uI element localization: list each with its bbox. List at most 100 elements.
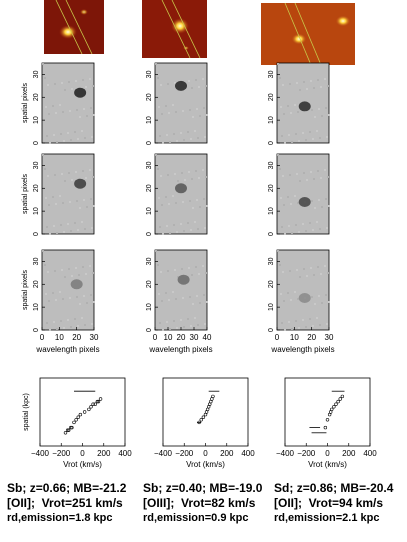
data-point bbox=[201, 415, 206, 419]
noise-pixel bbox=[311, 109, 313, 111]
x-tick-label: 400 bbox=[363, 449, 377, 458]
caption-line-3: rd,emission=1.8 kpc bbox=[7, 512, 113, 524]
plot-frame bbox=[162, 377, 249, 447]
noise-pixel bbox=[93, 205, 95, 207]
noise-pixel bbox=[320, 86, 322, 88]
x-tick-label: 0 bbox=[153, 333, 158, 342]
noise-pixel bbox=[196, 199, 198, 201]
noise-pixel bbox=[189, 200, 191, 202]
panel-frame bbox=[276, 153, 330, 235]
y-tick-label: 30 bbox=[146, 257, 153, 265]
noise-pixel bbox=[45, 106, 47, 108]
spectrum-panel-r2-c2: 0 10 20 30 bbox=[146, 153, 208, 236]
noise-pixel bbox=[202, 169, 204, 171]
x-tick-label: 20 bbox=[307, 333, 316, 342]
noise-pixel bbox=[290, 112, 292, 114]
noise-pixel bbox=[92, 176, 94, 178]
noise-pixel bbox=[79, 303, 81, 305]
x-tick-label: 0 bbox=[325, 449, 330, 458]
noise-pixel bbox=[53, 321, 55, 323]
noise-pixel bbox=[176, 231, 178, 233]
spectrum-panel-r3-c2: 0 10 20 30 0 10 20 30 40 wavelength pixels bbox=[146, 249, 213, 354]
noise-pixel bbox=[162, 329, 164, 331]
emission-blob bbox=[70, 279, 83, 290]
noise-pixel bbox=[174, 82, 176, 84]
noise-pixel bbox=[155, 63, 157, 65]
spectrum-panel-r2-c1: 0 10 20 30 spatial pixels bbox=[22, 153, 95, 236]
noise-pixel bbox=[47, 271, 49, 273]
noise-pixel bbox=[62, 111, 64, 113]
noise-pixel bbox=[168, 112, 170, 114]
noise-pixel bbox=[55, 203, 57, 205]
caption-col-3: Sd; z=0.86; MB=-20.4 [OII]; Vrot=94 km/s… bbox=[274, 481, 393, 526]
noise-pixel bbox=[161, 113, 163, 115]
noise-pixel bbox=[206, 205, 208, 207]
emission-blob bbox=[175, 183, 187, 194]
y-tick-label: 20 bbox=[146, 93, 153, 101]
noise-pixel bbox=[284, 329, 286, 331]
x-tick-label: −200 bbox=[175, 449, 194, 458]
noise-pixel bbox=[328, 205, 330, 207]
noise-pixel bbox=[188, 80, 190, 82]
noise-pixel bbox=[195, 266, 197, 268]
noise-pixel bbox=[44, 168, 46, 170]
noise-pixel bbox=[157, 264, 159, 266]
noise-pixel bbox=[296, 269, 298, 271]
noise-pixel bbox=[89, 78, 91, 80]
noise-pixel bbox=[159, 226, 161, 228]
noise-pixel bbox=[172, 104, 174, 106]
y-tick-label: 30 bbox=[33, 257, 40, 265]
noise-pixel bbox=[56, 232, 58, 234]
noise-pixel bbox=[165, 105, 167, 107]
noise-pixel bbox=[60, 224, 62, 226]
noise-pixel bbox=[174, 269, 176, 271]
noise-pixel bbox=[173, 133, 175, 135]
noise-pixel bbox=[158, 293, 160, 295]
noise-pixel bbox=[206, 114, 208, 116]
noise-pixel bbox=[305, 230, 307, 232]
noise-pixel bbox=[82, 170, 84, 172]
data-point bbox=[338, 397, 342, 401]
plot-frame bbox=[39, 377, 126, 447]
noise-pixel bbox=[157, 168, 159, 170]
noise-pixel bbox=[291, 141, 293, 143]
noise-pixel bbox=[183, 230, 185, 232]
noise-pixel bbox=[303, 81, 305, 83]
noise-pixel bbox=[90, 107, 92, 109]
noise-pixel bbox=[291, 232, 293, 234]
noise-pixel bbox=[160, 175, 162, 177]
noise-pixel bbox=[296, 82, 298, 84]
noise-pixel bbox=[302, 223, 304, 225]
x-tick-label: 20 bbox=[72, 333, 81, 342]
noise-pixel bbox=[306, 88, 308, 90]
rotation-curve-plot-3: −400 −200 0 200 400 Vrot (km/s) bbox=[276, 377, 377, 469]
noise-pixel bbox=[188, 171, 190, 173]
noise-pixel bbox=[52, 196, 54, 198]
noise-pixel bbox=[192, 303, 194, 305]
data-point bbox=[66, 428, 71, 432]
noise-pixel bbox=[79, 207, 81, 209]
x-tick-label: 10 bbox=[55, 333, 64, 342]
emission-blob bbox=[175, 80, 187, 91]
noise-pixel bbox=[155, 154, 157, 156]
y-tick-label: 0 bbox=[146, 232, 153, 236]
data-point bbox=[334, 402, 338, 406]
noise-pixel bbox=[309, 131, 311, 133]
noise-pixel bbox=[297, 202, 299, 204]
noise-pixel bbox=[168, 203, 170, 205]
noise-pixel bbox=[312, 229, 314, 231]
noise-pixel bbox=[85, 86, 87, 88]
noise-pixel bbox=[197, 324, 199, 326]
noise-pixel bbox=[158, 197, 160, 199]
noise-pixel bbox=[318, 108, 320, 110]
noise-pixel bbox=[321, 302, 323, 304]
noise-pixel bbox=[310, 171, 312, 173]
galaxy-thumbnail-2 bbox=[142, 0, 207, 58]
caption-line-3: rd,emission=0.9 kpc bbox=[143, 512, 249, 524]
noise-pixel bbox=[191, 274, 193, 276]
x-axis-label: wavelength pixels bbox=[148, 345, 212, 354]
spectrum-panel-r3-c1: 0 10 20 30 spatial pixels 0 10 20 30 wavelength p… bbox=[22, 249, 100, 354]
x-tick-label: −400 bbox=[31, 449, 50, 458]
noise-pixel bbox=[314, 303, 316, 305]
noise-pixel bbox=[175, 111, 177, 113]
